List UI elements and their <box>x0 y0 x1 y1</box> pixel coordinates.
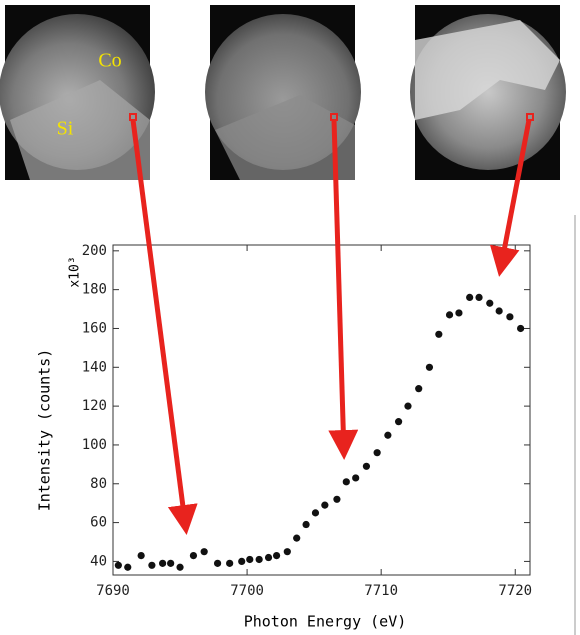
image-label: Co <box>98 50 121 72</box>
data-point <box>445 311 454 319</box>
data-point <box>495 307 503 315</box>
image-region <box>10 80 150 180</box>
data-point <box>255 555 263 564</box>
data-point <box>342 478 350 486</box>
data-point <box>137 551 145 560</box>
data-point <box>283 548 291 556</box>
micro-images: Co Si <box>0 5 566 180</box>
arrows <box>129 113 534 535</box>
y-tick-label: 80 <box>90 476 107 492</box>
y-tick-label: 160 <box>82 320 107 336</box>
y-tick-label: 140 <box>82 359 107 375</box>
data-point <box>167 559 175 567</box>
data-point <box>362 462 371 470</box>
data-point <box>264 553 273 562</box>
data-point <box>226 559 234 567</box>
data-point <box>486 299 494 307</box>
image-region <box>215 95 355 180</box>
x-tick-label: 7720 <box>498 583 532 599</box>
data-point <box>213 559 222 567</box>
data-point <box>321 501 329 509</box>
y-multiplier: x10³ <box>68 256 83 287</box>
data-point <box>425 363 434 371</box>
data-point <box>114 561 122 569</box>
y-tick-label: 60 <box>90 515 107 531</box>
y-tick-label: 120 <box>82 398 107 414</box>
data-point <box>148 561 156 569</box>
image-region <box>415 20 560 120</box>
data-point <box>302 520 310 529</box>
data-point <box>272 551 281 560</box>
arrow <box>489 119 532 277</box>
y-tick-label: 100 <box>82 437 107 453</box>
y-tick-label: 200 <box>82 243 107 259</box>
x-tick-label: 7710 <box>364 583 398 599</box>
x-tick-label: 7700 <box>230 583 264 599</box>
data-point <box>238 557 246 566</box>
data-point <box>517 324 525 333</box>
data-point <box>200 548 208 556</box>
data-point <box>373 449 381 457</box>
plot: 40 60 80 100 120 140 160 180 200 7690 7700 7710 7720 <box>82 243 532 599</box>
plot-frame <box>112 244 531 576</box>
y-axis-label: Intensity (counts) <box>36 349 54 512</box>
y-tick-label: 180 <box>82 282 107 298</box>
data-point <box>293 534 301 542</box>
data-point <box>176 563 184 571</box>
data-point <box>124 563 132 571</box>
data-point <box>435 330 443 338</box>
data-point <box>311 509 320 517</box>
data-point <box>466 293 474 302</box>
data-point <box>404 402 412 410</box>
marker-square <box>526 113 534 121</box>
data-point <box>159 559 167 567</box>
arrow <box>328 119 359 460</box>
data-point <box>415 385 423 393</box>
arrow <box>130 119 198 535</box>
data-point <box>506 313 514 321</box>
y-tick-label: 40 <box>90 553 107 569</box>
x-axis-label: Photon Energy (eV) <box>244 613 407 631</box>
data-point <box>333 495 341 503</box>
image-label: Si <box>57 118 74 140</box>
data-point <box>189 551 198 560</box>
data-point <box>455 309 463 317</box>
data-point <box>394 418 403 426</box>
data-point <box>246 555 254 564</box>
data-point <box>384 431 392 439</box>
data-point <box>475 293 483 302</box>
data-point <box>352 474 360 482</box>
x-tick-label: 7690 <box>96 583 130 599</box>
